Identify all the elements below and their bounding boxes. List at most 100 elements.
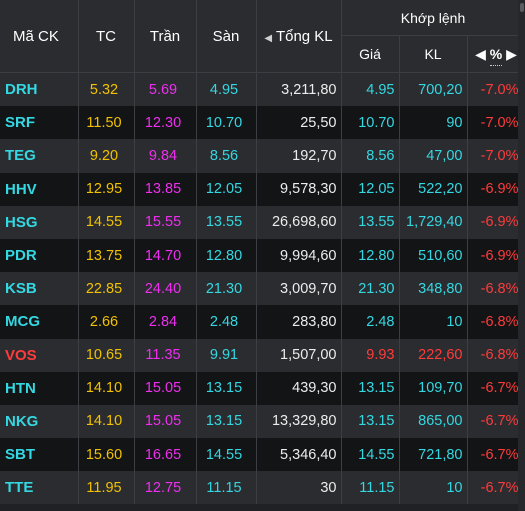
match-volume-cell: 47,00: [399, 139, 468, 173]
ceiling-cell: 15.05: [134, 404, 197, 439]
symbol-cell[interactable]: TTE: [0, 471, 79, 505]
sort-left-arrow-icon[interactable]: ◀: [475, 45, 486, 62]
match-volume-cell: 865,00: [399, 404, 468, 439]
match-change-cell: -6.8%: [467, 272, 525, 306]
reference-cell: 12.95: [78, 172, 135, 206]
floor-cell: 11.15: [196, 471, 257, 505]
ceiling-cell: 12.75: [134, 471, 197, 505]
reference-cell: 9.20: [78, 139, 135, 173]
match-change-cell: -7.0%: [467, 72, 525, 107]
reference-cell: 5.32: [78, 72, 135, 107]
floor-cell: 8.56: [196, 139, 257, 173]
total-volume-cell: 3,211,80: [256, 72, 342, 107]
table-row[interactable]: SRF 11.50 12.30 10.70 25,50 10.70 90 -7.0%: [0, 106, 525, 140]
total-volume-cell: 9,994,60: [256, 238, 342, 273]
ceiling-cell: 14.70: [134, 238, 197, 273]
match-price-cell: 13.15: [341, 371, 400, 405]
floor-cell: 13.55: [196, 205, 257, 239]
reference-cell: 11.50: [78, 106, 135, 140]
symbol-cell[interactable]: NKG: [0, 404, 79, 439]
header-ceiling[interactable]: Trần: [134, 0, 197, 73]
ceiling-cell: 15.05: [134, 371, 197, 405]
match-change-cell: -6.9%: [467, 238, 525, 273]
table-row[interactable]: DRH 5.32 5.69 4.95 3,211,80 4.95 700,20 -7.0%: [0, 72, 525, 107]
table-row[interactable]: SBT 15.60 16.65 14.55 5,346,40 14.55 721,80 -6.…: [0, 438, 525, 472]
ceiling-cell: 13.85: [134, 172, 197, 206]
table-row[interactable]: TTE 11.95 12.75 11.15 30 11.15 10 -6.7%: [0, 471, 525, 505]
table-row[interactable]: MCG 2.66 2.84 2.48 283,80 2.48 10 -6.8%: [0, 305, 525, 339]
symbol-cell[interactable]: HHV: [0, 172, 79, 206]
symbol-cell[interactable]: SRF: [0, 106, 79, 140]
symbol-cell[interactable]: MCG: [0, 305, 79, 339]
match-volume-cell: 10: [399, 305, 468, 339]
table-row[interactable]: HHV 12.95 13.85 12.05 9,578,30 12.05 522,20 -6.…: [0, 172, 525, 206]
match-change-cell: -6.7%: [467, 438, 525, 472]
symbol-cell[interactable]: DRH: [0, 72, 79, 107]
reference-cell: 14.55: [78, 205, 135, 239]
reference-cell: 2.66: [78, 305, 135, 339]
reference-cell: 14.10: [78, 371, 135, 405]
vertical-scrollbar[interactable]: [518, 0, 525, 511]
table-row[interactable]: PDR 13.75 14.70 12.80 9,994,60 12.80 510,60 -6.…: [0, 238, 525, 273]
match-volume-cell: 721,80: [399, 438, 468, 472]
match-change-cell: -6.7%: [467, 371, 525, 405]
match-price-cell: 12.80: [341, 238, 400, 273]
header-total-volume[interactable]: ◀ Tổng KL: [256, 0, 342, 73]
floor-cell: 21.30: [196, 272, 257, 306]
header-match-group: Khớp lệnh: [341, 0, 525, 36]
match-volume-cell: 510,60: [399, 238, 468, 273]
symbol-cell[interactable]: TEG: [0, 139, 79, 173]
header-floor[interactable]: Sàn: [196, 0, 257, 73]
header-match-change[interactable]: ◀ % ▶: [467, 35, 525, 73]
header-reference[interactable]: TC: [78, 0, 135, 73]
match-volume-cell: 700,20: [399, 72, 468, 107]
table-row[interactable]: HTN 14.10 15.05 13.15 439,30 13.15 109,70 -6.7%: [0, 371, 525, 405]
symbol-cell[interactable]: VOS: [0, 338, 79, 372]
match-price-cell: 11.15: [341, 471, 400, 505]
table-row[interactable]: VOS 10.65 11.35 9.91 1,507,00 9.93 222,60 -6.8%: [0, 338, 525, 372]
match-volume-cell: 10: [399, 471, 468, 505]
table-row[interactable]: NKG 14.10 15.05 13.15 13,329,80 13.15 865,00 -6…: [0, 404, 525, 439]
total-volume-cell: 1,507,00: [256, 338, 342, 372]
header-match-price[interactable]: Giá: [341, 35, 400, 73]
match-change-cell: -7.0%: [467, 106, 525, 140]
reference-cell: 14.10: [78, 404, 135, 439]
table-row[interactable]: HSG 14.55 15.55 13.55 26,698,60 13.55 1,729,40…: [0, 205, 525, 239]
symbol-cell[interactable]: PDR: [0, 238, 79, 273]
total-volume-cell: 13,329,80: [256, 404, 342, 439]
ceiling-cell: 24.40: [134, 272, 197, 306]
sort-right-arrow-icon[interactable]: ▶: [506, 45, 517, 62]
floor-cell: 14.55: [196, 438, 257, 472]
ceiling-cell: 5.69: [134, 72, 197, 107]
match-volume-cell: 522,20: [399, 172, 468, 206]
sort-left-arrow-icon[interactable]: ◀: [264, 32, 273, 44]
total-volume-cell: 25,50: [256, 106, 342, 140]
total-volume-cell: 26,698,60: [256, 205, 342, 239]
header-symbol[interactable]: Mã CK: [0, 0, 79, 73]
header-match-volume[interactable]: KL: [399, 35, 468, 73]
floor-cell: 9.91: [196, 338, 257, 372]
ceiling-cell: 2.84: [134, 305, 197, 339]
match-price-cell: 10.70: [341, 106, 400, 140]
symbol-cell[interactable]: KSB: [0, 272, 79, 306]
symbol-cell[interactable]: SBT: [0, 438, 79, 472]
match-price-cell: 13.55: [341, 205, 400, 239]
match-price-cell: 9.93: [341, 338, 400, 372]
table-row[interactable]: KSB 22.85 24.40 21.30 3,009,70 21.30 348,80 -6.…: [0, 272, 525, 306]
floor-cell: 12.05: [196, 172, 257, 206]
table-body: DRH 5.32 5.69 4.95 3,211,80 4.95 700,20 -7.0% SR…: [0, 72, 525, 505]
match-price-cell: 21.30: [341, 272, 400, 306]
floor-cell: 13.15: [196, 404, 257, 439]
symbol-cell[interactable]: HTN: [0, 371, 79, 405]
match-price-cell: 4.95: [341, 72, 400, 107]
reference-cell: 13.75: [78, 238, 135, 273]
symbol-cell[interactable]: HSG: [0, 205, 79, 239]
table-row[interactable]: TEG 9.20 9.84 8.56 192,70 8.56 47,00 -7.0%: [0, 139, 525, 173]
total-volume-cell: 439,30: [256, 371, 342, 405]
match-price-cell: 12.05: [341, 172, 400, 206]
scrollbar-thumb[interactable]: [520, 3, 524, 12]
total-volume-cell: 192,70: [256, 139, 342, 173]
match-change-cell: -6.8%: [467, 305, 525, 339]
